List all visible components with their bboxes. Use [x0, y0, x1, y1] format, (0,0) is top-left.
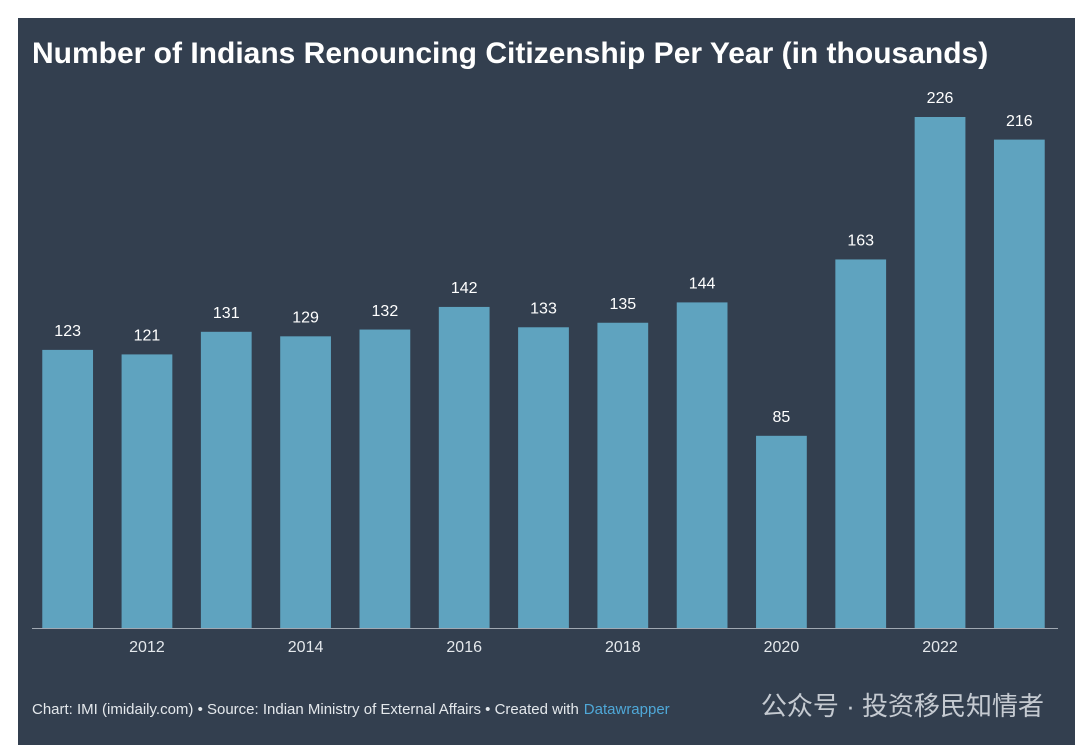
bar	[42, 349, 94, 628]
chart-title: Number of Indians Renouncing Citizenship…	[32, 37, 988, 70]
value-label: 226	[927, 90, 954, 107]
bar	[359, 329, 411, 628]
value-label: 144	[689, 276, 716, 293]
x-tick-label: 2022	[922, 639, 958, 656]
value-label: 123	[54, 323, 81, 340]
value-label: 85	[773, 409, 791, 426]
value-label: 142	[451, 280, 478, 297]
x-tick-label: 2018	[605, 639, 641, 656]
value-label: 133	[530, 300, 557, 317]
x-tick-label: 2012	[129, 639, 165, 656]
value-label: 129	[292, 310, 319, 327]
bar	[676, 302, 728, 628]
value-label: 131	[213, 305, 240, 322]
watermark: 公众号 · 投资移民知情者	[761, 691, 1044, 721]
bar	[914, 117, 966, 628]
value-label: 132	[372, 303, 399, 320]
bar	[756, 435, 807, 628]
value-label: 216	[1006, 113, 1033, 130]
bar	[438, 306, 490, 628]
x-tick-label: 2016	[446, 639, 482, 656]
x-tick-label: 2020	[764, 639, 800, 656]
bar	[280, 336, 331, 628]
bar	[200, 331, 252, 628]
caption: Chart: IMI (imidaily.com) • Source: Indi…	[32, 701, 670, 718]
value-label: 135	[609, 296, 636, 313]
bar	[518, 327, 569, 628]
bar	[835, 259, 887, 628]
x-tick-label: 2014	[288, 639, 324, 656]
caption-link[interactable]: Datawrapper	[584, 701, 670, 718]
bar	[121, 354, 173, 628]
value-label: 163	[847, 233, 874, 250]
value-label: 121	[134, 328, 161, 345]
bar	[597, 322, 649, 628]
caption-text: Chart: IMI (imidaily.com) • Source: Indi…	[32, 701, 579, 718]
bar	[993, 139, 1045, 628]
